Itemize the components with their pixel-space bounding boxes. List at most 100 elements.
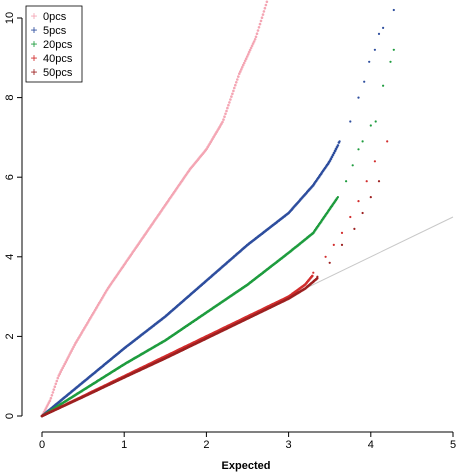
data-point <box>247 50 251 54</box>
data-point <box>332 243 335 246</box>
data-point <box>224 112 227 116</box>
data-point <box>58 372 62 376</box>
legend-marker: + <box>30 9 37 23</box>
data-point <box>222 118 225 121</box>
data-point <box>386 140 389 143</box>
legend-label: 0pcs <box>43 11 67 23</box>
y-tick-label: 8 <box>4 95 16 101</box>
data-point <box>49 396 53 400</box>
data-point <box>373 160 376 163</box>
data-point <box>312 271 315 274</box>
data-point <box>328 261 331 264</box>
data-point <box>338 140 341 143</box>
data-point <box>67 355 70 358</box>
data-point <box>221 120 224 124</box>
data-point <box>53 385 57 389</box>
data-point <box>336 144 340 147</box>
legend-label: 40pcs <box>43 53 73 65</box>
data-point <box>389 60 392 63</box>
legend-marker: + <box>30 37 37 51</box>
data-point <box>227 103 230 107</box>
data-point <box>251 42 255 45</box>
data-point <box>241 63 245 67</box>
data-point <box>382 26 385 29</box>
data-point <box>252 40 256 43</box>
data-point <box>336 196 339 199</box>
data-point <box>377 32 381 36</box>
data-point <box>261 13 265 16</box>
data-point <box>223 115 226 118</box>
series-group <box>40 0 395 418</box>
data-point <box>382 84 385 87</box>
data-point <box>357 96 360 99</box>
x-tick-label: 3 <box>286 439 292 451</box>
data-point <box>363 80 366 83</box>
data-point <box>262 10 266 13</box>
legend-label: 20pcs <box>43 39 73 51</box>
data-point <box>353 227 356 230</box>
data-point <box>377 180 381 183</box>
data-point <box>52 388 56 391</box>
data-point <box>392 48 395 51</box>
data-point <box>244 57 248 60</box>
data-point <box>236 78 239 81</box>
data-point <box>249 46 253 50</box>
data-point <box>369 124 372 127</box>
data-point <box>44 407 48 410</box>
x-tick-label: 0 <box>39 439 45 451</box>
x-axis-label: Expected <box>222 460 271 472</box>
data-point <box>392 8 395 12</box>
data-point <box>374 120 377 123</box>
data-point <box>340 231 344 234</box>
data-point <box>361 140 364 143</box>
data-point <box>234 83 237 87</box>
legend-label: 5pcs <box>43 25 67 37</box>
data-point <box>254 35 258 39</box>
data-point <box>238 72 241 75</box>
data-point <box>349 215 352 219</box>
data-point <box>228 101 231 104</box>
data-point <box>357 148 360 151</box>
x-tick-label: 5 <box>450 439 456 451</box>
data-point <box>311 274 314 278</box>
data-point <box>243 59 247 63</box>
legend: +0pcs + 5pcs + 20pcs + 40pcs + 50pcs <box>25 5 83 83</box>
data-point <box>237 75 240 78</box>
data-point <box>345 180 348 183</box>
legend-marker: + <box>30 65 37 79</box>
data-point <box>225 109 228 113</box>
data-point <box>51 391 55 394</box>
legend-marker: + <box>30 51 37 65</box>
data-point <box>357 200 360 203</box>
data-point <box>258 22 262 26</box>
data-point <box>246 53 250 56</box>
data-point <box>250 44 254 48</box>
axes: 0 1 2 3 4 5 0 2 4 6 8 10 <box>4 12 456 451</box>
data-point <box>48 399 52 403</box>
legend-marker: + <box>30 23 37 37</box>
data-point <box>263 6 267 10</box>
data-point <box>230 95 233 98</box>
data-point <box>264 3 268 7</box>
x-tick-label: 4 <box>368 439 374 451</box>
data-point <box>351 164 354 167</box>
legend-box <box>25 5 83 83</box>
data-point <box>232 89 235 93</box>
data-point <box>242 61 246 65</box>
data-point <box>50 394 54 397</box>
data-point <box>361 211 364 215</box>
data-point <box>265 0 269 4</box>
data-point <box>253 38 257 41</box>
data-point <box>248 48 252 52</box>
data-point <box>257 26 261 29</box>
series-20pcs <box>40 48 395 418</box>
data-point <box>369 196 372 199</box>
data-point <box>239 70 242 73</box>
y-tick-label: 6 <box>4 174 16 180</box>
series-50pcs <box>40 180 381 418</box>
x-tick-label: 1 <box>121 439 127 451</box>
data-point <box>365 180 368 183</box>
legend-label: 50pcs <box>43 67 73 79</box>
data-point <box>229 98 232 101</box>
